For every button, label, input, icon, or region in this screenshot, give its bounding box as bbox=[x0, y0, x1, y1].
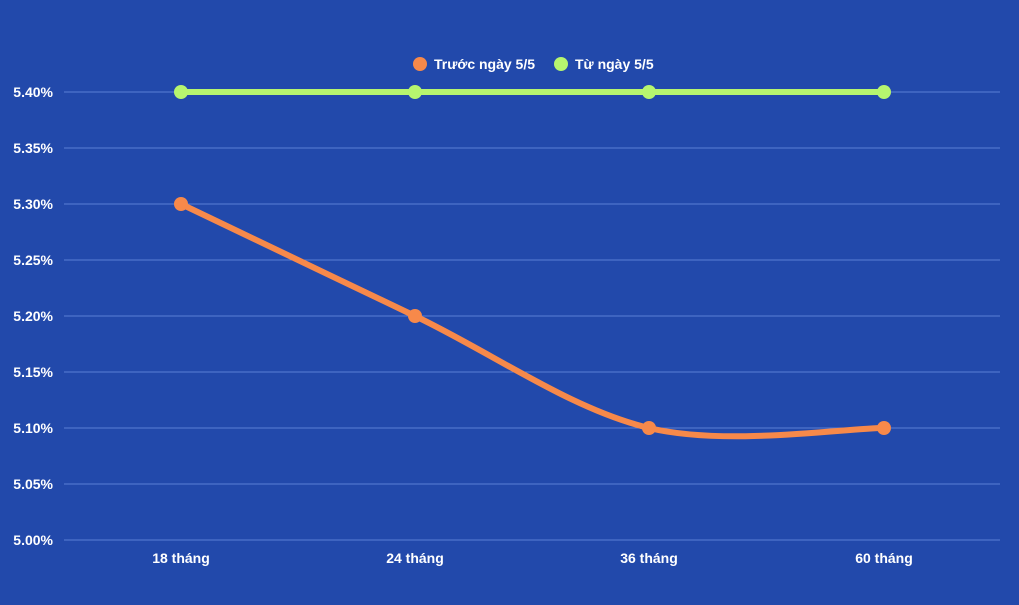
data-point bbox=[877, 421, 891, 435]
data-point bbox=[642, 85, 656, 99]
x-tick-label: 18 tháng bbox=[152, 550, 210, 566]
series-line bbox=[178, 201, 887, 440]
data-point bbox=[642, 421, 656, 435]
data-point bbox=[877, 85, 891, 99]
y-tick-label: 5.30% bbox=[13, 196, 53, 212]
data-point bbox=[408, 85, 422, 99]
data-point bbox=[174, 197, 188, 211]
legend-label: Từ ngày 5/5 bbox=[575, 56, 654, 72]
legend-marker bbox=[413, 57, 427, 71]
legend: Trước ngày 5/5 Từ ngày 5/5 bbox=[413, 56, 654, 72]
y-tick-label: 5.40% bbox=[13, 84, 53, 100]
x-axis-ticks: 18 tháng 24 tháng 36 tháng 60 tháng bbox=[152, 550, 913, 566]
data-point bbox=[174, 85, 188, 99]
x-tick-label: 60 tháng bbox=[855, 550, 913, 566]
y-axis-ticks: 5.00% 5.05% 5.10% 5.15% 5.20% 5.25% 5.30% 5.35%… bbox=[13, 84, 53, 548]
y-tick-label: 5.20% bbox=[13, 308, 53, 324]
y-tick-label: 5.10% bbox=[13, 420, 53, 436]
data-point bbox=[408, 309, 422, 323]
series-lines bbox=[174, 85, 891, 440]
y-tick-label: 5.00% bbox=[13, 532, 53, 548]
gridlines bbox=[64, 91, 1000, 541]
x-tick-label: 24 tháng bbox=[386, 550, 444, 566]
y-tick-label: 5.25% bbox=[13, 252, 53, 268]
y-tick-label: 5.35% bbox=[13, 140, 53, 156]
y-tick-label: 5.05% bbox=[13, 476, 53, 492]
y-tick-label: 5.15% bbox=[13, 364, 53, 380]
legend-marker bbox=[554, 57, 568, 71]
legend-label: Trước ngày 5/5 bbox=[434, 56, 535, 72]
x-tick-label: 36 tháng bbox=[620, 550, 678, 566]
